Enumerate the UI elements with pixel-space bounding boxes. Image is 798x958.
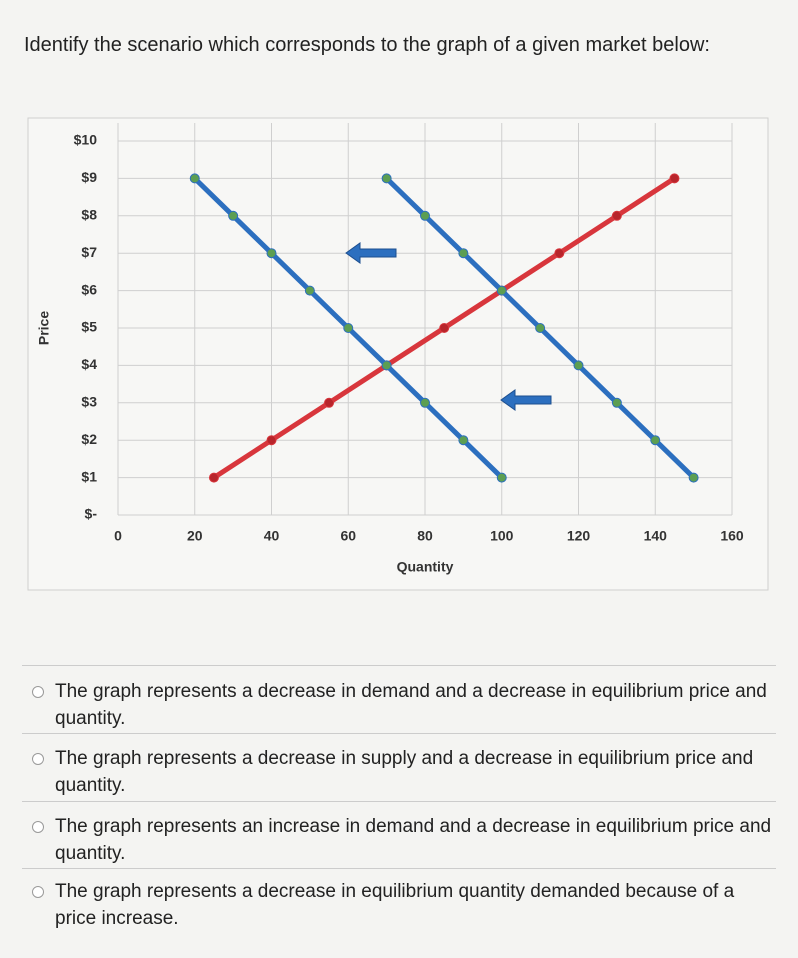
option-text[interactable]: The graph represents an increase in dema… <box>55 816 772 864</box>
x-tick-label: 60 <box>340 528 356 544</box>
y-tick-label: $2 <box>81 431 97 447</box>
point <box>535 323 546 333</box>
point <box>420 210 430 221</box>
shift-arrows <box>345 242 552 411</box>
option-text[interactable]: The graph represents a decrease in equil… <box>55 881 735 929</box>
x-tick-label: 80 <box>417 528 433 544</box>
point <box>496 285 507 296</box>
x-tick-label: 160 <box>720 528 744 544</box>
point <box>189 173 200 184</box>
y-tick-label: $5 <box>81 319 97 335</box>
point <box>439 323 450 333</box>
radio-button[interactable] <box>32 821 44 833</box>
radio-button[interactable] <box>32 753 44 765</box>
point <box>611 397 622 408</box>
y-tick-label: $4 <box>81 356 97 372</box>
x-axis-label: Quantity <box>397 559 454 575</box>
option-text[interactable]: The graph represents a decrease in deman… <box>55 681 767 729</box>
point <box>343 323 354 333</box>
shift-arrow <box>500 389 552 411</box>
separator <box>22 801 776 802</box>
y-tick-label: $- <box>85 506 98 522</box>
radio-button[interactable] <box>32 886 44 898</box>
y-tick-label: $8 <box>81 207 97 223</box>
x-tick-label: 0 <box>114 528 122 544</box>
y-tick-label: $10 <box>74 132 98 148</box>
point <box>381 360 392 371</box>
question: Identify the scenario which corresponds … <box>24 34 710 56</box>
y-axis-label: Price <box>36 311 52 345</box>
point <box>208 472 219 483</box>
point <box>573 360 584 371</box>
point <box>324 397 335 408</box>
point <box>688 472 699 483</box>
point <box>420 397 430 408</box>
x-tick-label: 140 <box>644 528 668 544</box>
shift-arrow <box>345 242 397 264</box>
x-tick-label: 40 <box>264 528 280 544</box>
option-text[interactable]: The graph represents a decrease in suppl… <box>55 748 754 796</box>
point <box>304 285 315 296</box>
point <box>381 173 392 184</box>
y-tick-label: $1 <box>81 468 97 484</box>
chart: Price Quantity $- $1 $2 $3 $4 $5 $6 $7 $8 $9 $10 0 2… <box>27 117 769 591</box>
radio-button[interactable] <box>32 686 44 698</box>
point <box>611 210 622 221</box>
separator <box>22 733 776 734</box>
y-tick-label: $6 <box>81 281 97 297</box>
separator <box>22 868 776 869</box>
x-tick-label: 100 <box>490 528 514 544</box>
point <box>458 435 469 446</box>
point <box>458 248 469 259</box>
x-tick-label: 20 <box>187 528 203 544</box>
y-tick-label: $7 <box>81 244 97 260</box>
point <box>554 248 565 259</box>
point <box>650 435 661 446</box>
point <box>669 173 680 184</box>
separator <box>22 665 776 666</box>
point <box>228 210 239 221</box>
point <box>496 472 507 483</box>
x-tick-label: 120 <box>567 528 591 544</box>
y-tick-label: $3 <box>81 394 97 410</box>
point <box>266 435 277 446</box>
point <box>266 248 277 259</box>
y-tick-label: $9 <box>81 169 97 185</box>
